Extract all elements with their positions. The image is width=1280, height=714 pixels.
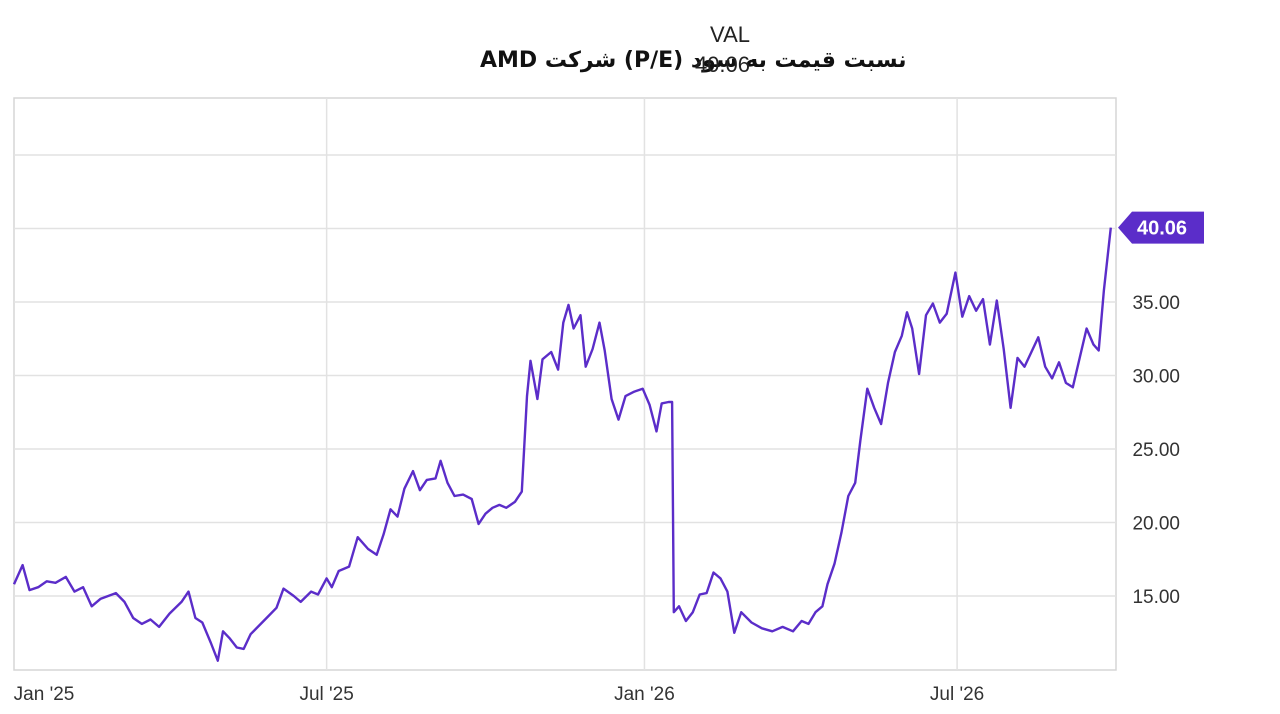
y-tick-label: 15.00 xyxy=(1132,587,1180,608)
y-tick-label: 25.00 xyxy=(1132,440,1180,461)
x-axis-ticks: Jan '25 Jul '25 Jan '26 Jul '26 xyxy=(14,684,985,705)
x-tick-label: Jan '25 xyxy=(14,684,75,705)
current-value-badge: 40.06 xyxy=(1118,211,1204,244)
x-tick-label: Jul '26 xyxy=(930,684,984,705)
y-tick-label: 30.00 xyxy=(1132,367,1180,388)
y-tick-label: 20.00 xyxy=(1132,514,1180,535)
x-tick-label: Jan '26 xyxy=(614,684,675,705)
pe-ratio-series-line xyxy=(12,227,1112,662)
y-tick-label: 35.00 xyxy=(1132,293,1180,314)
x-tick-label: Jul '25 xyxy=(299,684,353,705)
chart-grid xyxy=(13,97,1117,671)
legend-label: VAL xyxy=(710,22,750,47)
plot-frame xyxy=(13,97,1117,671)
legend-value: 40.06 xyxy=(695,52,750,77)
current-value-badge-text: 40.06 xyxy=(1137,218,1187,240)
chart-title: نسبت قیمت به سود (P/E) شرکت AMD xyxy=(480,48,907,73)
y-axis-ticks: 15.00 20.00 25.00 30.00 35.00 xyxy=(1132,293,1180,608)
current-value-badge-shape xyxy=(1118,211,1204,244)
